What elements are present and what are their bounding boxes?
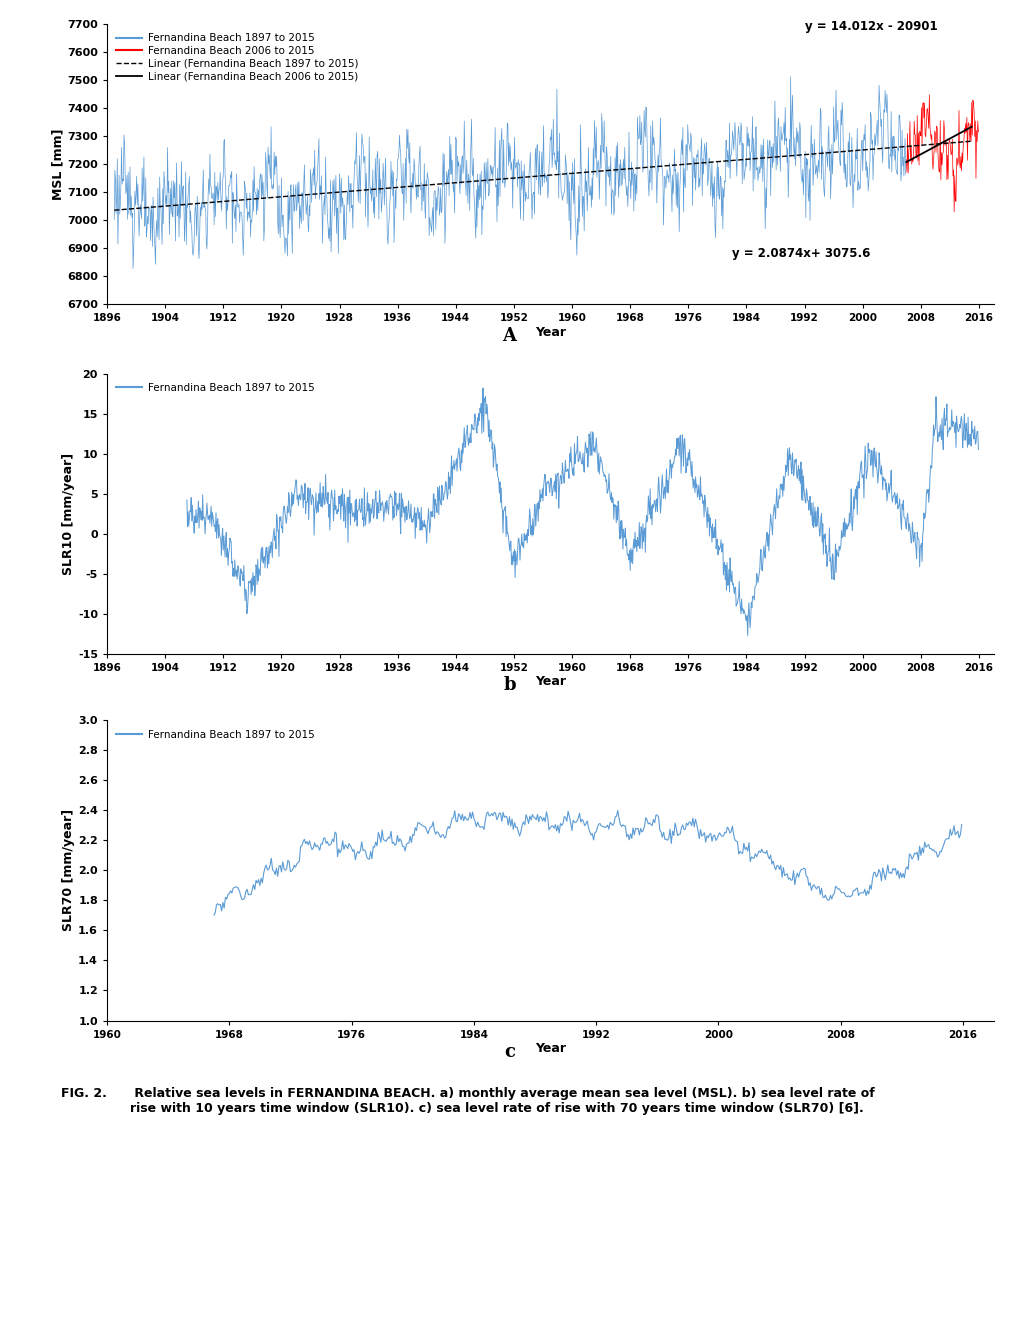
- Legend: Fernandina Beach 1897 to 2015: Fernandina Beach 1897 to 2015: [112, 726, 319, 744]
- X-axis label: Year: Year: [535, 1042, 566, 1055]
- X-axis label: Year: Year: [535, 675, 566, 688]
- Legend: Fernandina Beach 1897 to 2015, Fernandina Beach 2006 to 2015, Linear (Fernandina: Fernandina Beach 1897 to 2015, Fernandin…: [112, 29, 363, 85]
- Legend: Fernandina Beach 1897 to 2015: Fernandina Beach 1897 to 2015: [112, 379, 319, 398]
- Y-axis label: MSL [mm]: MSL [mm]: [51, 128, 64, 200]
- Y-axis label: SLR70 [mm/year]: SLR70 [mm/year]: [62, 810, 75, 931]
- Text: y = 14.012x - 20901: y = 14.012x - 20901: [805, 20, 937, 32]
- Text: c: c: [504, 1043, 515, 1061]
- X-axis label: Year: Year: [535, 325, 566, 339]
- Text: y = 2.0874x+ 3075.6: y = 2.0874x+ 3075.6: [732, 247, 870, 260]
- Text: FIG. 2.: FIG. 2.: [61, 1087, 107, 1101]
- Text: A: A: [502, 327, 517, 344]
- Text: b: b: [503, 676, 516, 694]
- Text: Relative sea levels in FERNANDINA BEACH. a) monthly average mean sea level (MSL): Relative sea levels in FERNANDINA BEACH.…: [130, 1087, 875, 1115]
- Y-axis label: SLR10 [mm/year]: SLR10 [mm/year]: [62, 452, 75, 575]
